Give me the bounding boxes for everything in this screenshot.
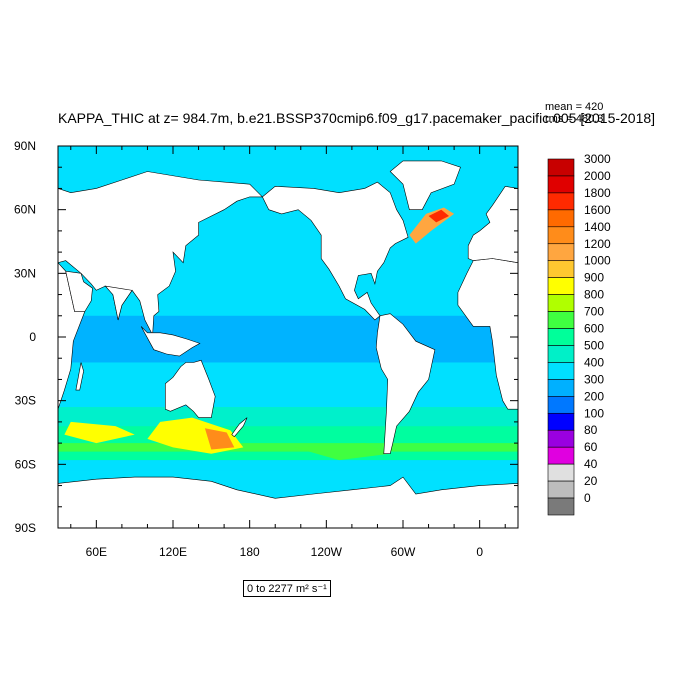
y-tick-label: 0 xyxy=(29,330,36,344)
y-axis-labels: 90N 60N 30N 0 30S 60S 90S xyxy=(14,139,36,535)
colorbar-swatch xyxy=(547,480,575,499)
africa-land-wrap xyxy=(457,258,518,410)
colorbar-label: 100 xyxy=(584,406,604,420)
colorbar-swatch xyxy=(547,328,575,346)
axis-ticks xyxy=(58,145,518,529)
x-tick-label: 60E xyxy=(86,545,107,559)
new-zealand-land xyxy=(231,417,248,438)
colorbar-swatch xyxy=(547,294,575,312)
colorbar-swatch xyxy=(547,192,575,211)
y-tick-label: 90N xyxy=(14,139,36,153)
colorbar-label: 500 xyxy=(584,338,604,352)
colorbar-label: 1200 xyxy=(584,237,611,251)
colorbar-label: 400 xyxy=(584,355,604,369)
australia-land-wrap xyxy=(625,360,675,417)
colorbar-swatch xyxy=(547,260,575,278)
africa-land xyxy=(58,262,86,410)
colorbar-label: 300 xyxy=(584,372,604,386)
x-tick-label: 120W xyxy=(311,545,343,559)
peak-patch-labrador xyxy=(428,209,449,223)
colorbar-label: 600 xyxy=(584,322,604,336)
mean-stat: mean = 420 xyxy=(545,101,604,113)
y-tick-label: 60S xyxy=(15,457,36,471)
colorbar-label: 40 xyxy=(584,457,598,471)
x-tick-label: 180 xyxy=(240,545,260,559)
colorbar-label: 20 xyxy=(584,474,598,488)
antarctica-land-wrap xyxy=(517,483,518,528)
colorbar-swatch xyxy=(547,362,575,380)
colorbar-swatch xyxy=(547,463,575,482)
y-tick-label: 30N xyxy=(14,266,36,280)
equatorial-band xyxy=(58,315,518,363)
colorbar-label: 700 xyxy=(584,305,604,319)
x-tick-label: 120E xyxy=(159,545,187,559)
x-tick-label: 0 xyxy=(476,545,483,559)
north-america-land xyxy=(262,181,409,321)
x-tick-label: 60W xyxy=(391,545,416,559)
colorbar-swatch xyxy=(547,396,575,414)
australia-land xyxy=(165,359,216,418)
colorbar-label: 800 xyxy=(584,288,604,302)
colorbar-swatch xyxy=(547,311,575,329)
colorbar-swatch xyxy=(547,277,575,295)
colorbar-swatch xyxy=(547,379,575,397)
chart-title: KAPPA_THIC at z= 984.7m, b.e21.BSSP370cm… xyxy=(58,110,656,126)
indonesia-land xyxy=(140,326,201,357)
colorbar-label: 1600 xyxy=(584,203,611,217)
range-label: 0 to 2277 m² s⁻¹ xyxy=(243,580,331,597)
colorbar-label: 1000 xyxy=(584,254,611,268)
colorbar-swatch xyxy=(547,209,575,228)
colorbar-swatch xyxy=(547,175,575,194)
colorbar-label: 200 xyxy=(584,389,604,403)
south-america-land xyxy=(375,313,436,455)
rms-stat: rms = 480.3 xyxy=(545,113,604,125)
y-tick-label: 30S xyxy=(15,394,36,408)
high-patch-indian-south xyxy=(64,421,135,444)
x-axis-labels: 60E 120E 180 120W 60W 0 xyxy=(86,545,484,559)
range-unit: m² s⁻¹ xyxy=(295,583,327,595)
acc-core-band xyxy=(58,443,518,452)
colorbar-label: 2000 xyxy=(584,169,611,183)
range-text: 0 to 2277 xyxy=(247,583,293,595)
madagascar-land-wrap xyxy=(536,363,544,391)
colorbar-swatch xyxy=(547,158,575,177)
indonesia-land-wrap xyxy=(601,326,660,356)
eurasia-land-wrap xyxy=(467,185,518,264)
acc-pacific-patch xyxy=(294,443,391,461)
colorbar-swatch xyxy=(547,429,575,448)
southern-midlat-band xyxy=(58,407,518,427)
colorbar-label: 80 xyxy=(584,423,598,437)
antarctica-land xyxy=(58,476,518,528)
y-tick-label: 90S xyxy=(15,521,36,535)
colorbar-label: 0 xyxy=(584,491,591,505)
colorbar-swatch xyxy=(547,226,575,245)
y-tick-label: 60N xyxy=(14,203,36,217)
madagascar-land xyxy=(75,362,84,391)
colorbar-label: 1400 xyxy=(584,220,611,234)
colorbar: 3000200018001600140012001000900800700600… xyxy=(547,152,611,516)
colorbar-swatch xyxy=(547,243,575,262)
greenland-land xyxy=(389,160,461,210)
peak-patch-tasman xyxy=(204,428,235,450)
india-land xyxy=(104,285,133,321)
colorbar-swatch xyxy=(547,345,575,363)
colorbar-swatch xyxy=(547,446,575,465)
colorbar-swatch xyxy=(547,497,575,516)
colorbar-swatch xyxy=(547,412,575,431)
colorbar-label: 60 xyxy=(584,440,598,454)
colorbar-label: 1800 xyxy=(584,186,611,200)
arabia-land xyxy=(65,270,93,312)
colorbar-label: 3000 xyxy=(584,152,611,166)
new-zealand-land-wrap xyxy=(692,418,700,437)
land-mask xyxy=(58,160,700,528)
colorbar-label: 900 xyxy=(584,271,604,285)
